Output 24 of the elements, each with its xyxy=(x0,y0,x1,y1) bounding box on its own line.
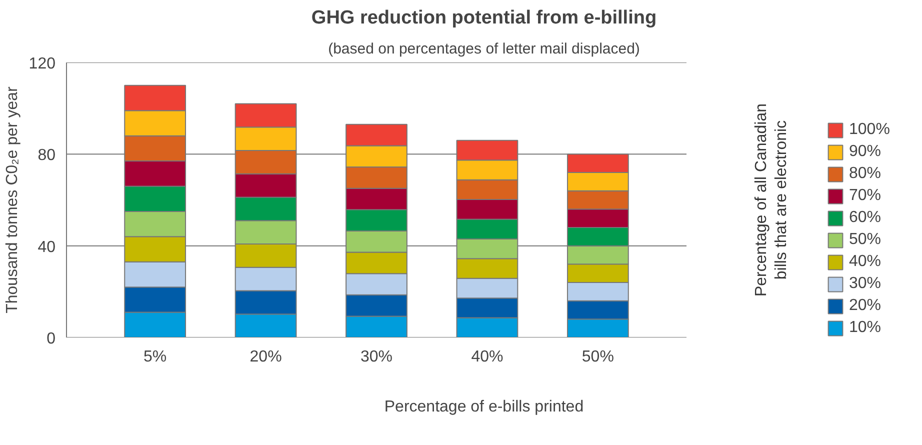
legend-title: Percentage of all Canadian bills that are electronic xyxy=(752,103,790,297)
legend-label: 10% xyxy=(849,319,882,337)
legend-label: 50% xyxy=(849,231,882,249)
legend-label: 40% xyxy=(849,253,882,271)
x-tick-label: 5% xyxy=(144,348,167,366)
legend-label: 30% xyxy=(849,275,882,293)
y-tick-label: 80 xyxy=(38,147,56,164)
legend-label: 90% xyxy=(849,143,882,161)
chart-subtitle: (based on percentages of letter mail displaced) xyxy=(328,40,640,58)
chart-title: GHG reduction potential from e-billing xyxy=(311,8,657,28)
x-tick-label: 50% xyxy=(582,348,614,366)
y-tick-label: 0 xyxy=(46,330,56,348)
x-tick-label: 40% xyxy=(471,348,504,366)
legend-label: 20% xyxy=(849,297,882,315)
y-tick-label: 40 xyxy=(38,238,56,256)
legend-label: 80% xyxy=(849,165,882,183)
x-axis-title: Percentage of e-bills printed xyxy=(384,398,584,416)
y-tick-label: 120 xyxy=(28,56,56,72)
legend-label: 100% xyxy=(849,121,890,139)
x-tick-label: 20% xyxy=(250,348,282,366)
legend-label: 70% xyxy=(849,187,882,205)
legend-label: 60% xyxy=(849,209,882,227)
y-axis-title: Thousand tonnes C0₂e per year xyxy=(4,86,21,314)
x-tick-label: 30% xyxy=(360,348,393,366)
